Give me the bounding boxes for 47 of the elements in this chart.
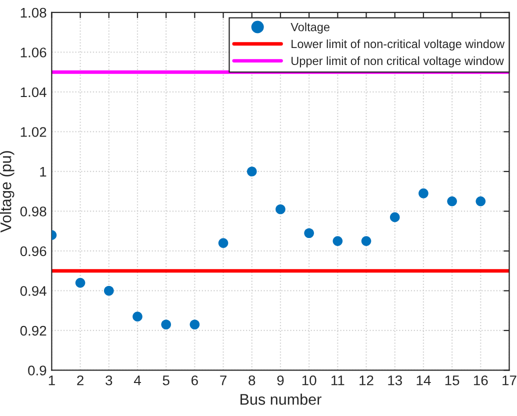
y-tick-label: 1.02 — [20, 127, 46, 137]
x-tick-label: 6 — [192, 375, 198, 386]
y-tick-label: 1 — [40, 166, 46, 177]
x-tick-label: 3 — [106, 375, 112, 386]
y-tick-label: 1.08 — [20, 8, 46, 18]
y-tick-label: 1.04 — [20, 87, 46, 98]
y-tick-label: 0.92 — [20, 326, 46, 336]
x-tick-label: 14 — [416, 376, 431, 386]
point — [418, 188, 428, 198]
point — [246, 166, 257, 176]
x-tick-label: 16 — [474, 375, 488, 386]
x-tick-label: 1 — [48, 376, 55, 386]
x-tick-label: 8 — [248, 375, 256, 386]
x-tick-label: 7 — [220, 376, 226, 386]
x-tick-label: 12 — [360, 375, 374, 386]
ref-line-label: Upper limit of non critical voltage window — [292, 56, 504, 68]
legend-label: Voltage — [290, 22, 330, 34]
y-tick-label: 0.98 — [20, 206, 46, 216]
point — [447, 196, 457, 206]
x-tick-label: 2 — [77, 375, 84, 386]
x-tick-label: 17 — [502, 376, 516, 386]
x-tick-label: 5 — [162, 376, 170, 386]
point — [218, 238, 228, 248]
x-tick-label: 9 — [277, 375, 284, 386]
point — [361, 236, 372, 246]
y-tick-label: 0.94 — [20, 286, 46, 296]
point — [332, 236, 343, 246]
x-tick-label: 11 — [332, 376, 344, 386]
point — [476, 196, 486, 206]
x-tick-label: 10 — [302, 375, 316, 386]
y-tick-label: 1.06 — [20, 48, 46, 58]
point — [161, 320, 171, 330]
point — [104, 286, 114, 296]
point — [304, 228, 314, 238]
point — [190, 320, 200, 330]
x-tick-label: 4 — [134, 376, 141, 386]
x-tick-label: 15 — [445, 376, 460, 386]
y-axis-title: Voltage (pu) — [0, 151, 14, 232]
y-tick-label: 0.96 — [20, 246, 46, 256]
legend-label: Lower limit of non-critical voltage window — [292, 39, 505, 50]
point — [276, 204, 286, 214]
x-axis-title: Bus number — [240, 394, 322, 405]
x-tick-label: 13 — [388, 375, 402, 386]
point — [75, 278, 86, 288]
point — [390, 212, 400, 222]
point — [132, 312, 142, 322]
y-tick-label: 0.9 — [28, 366, 46, 376]
